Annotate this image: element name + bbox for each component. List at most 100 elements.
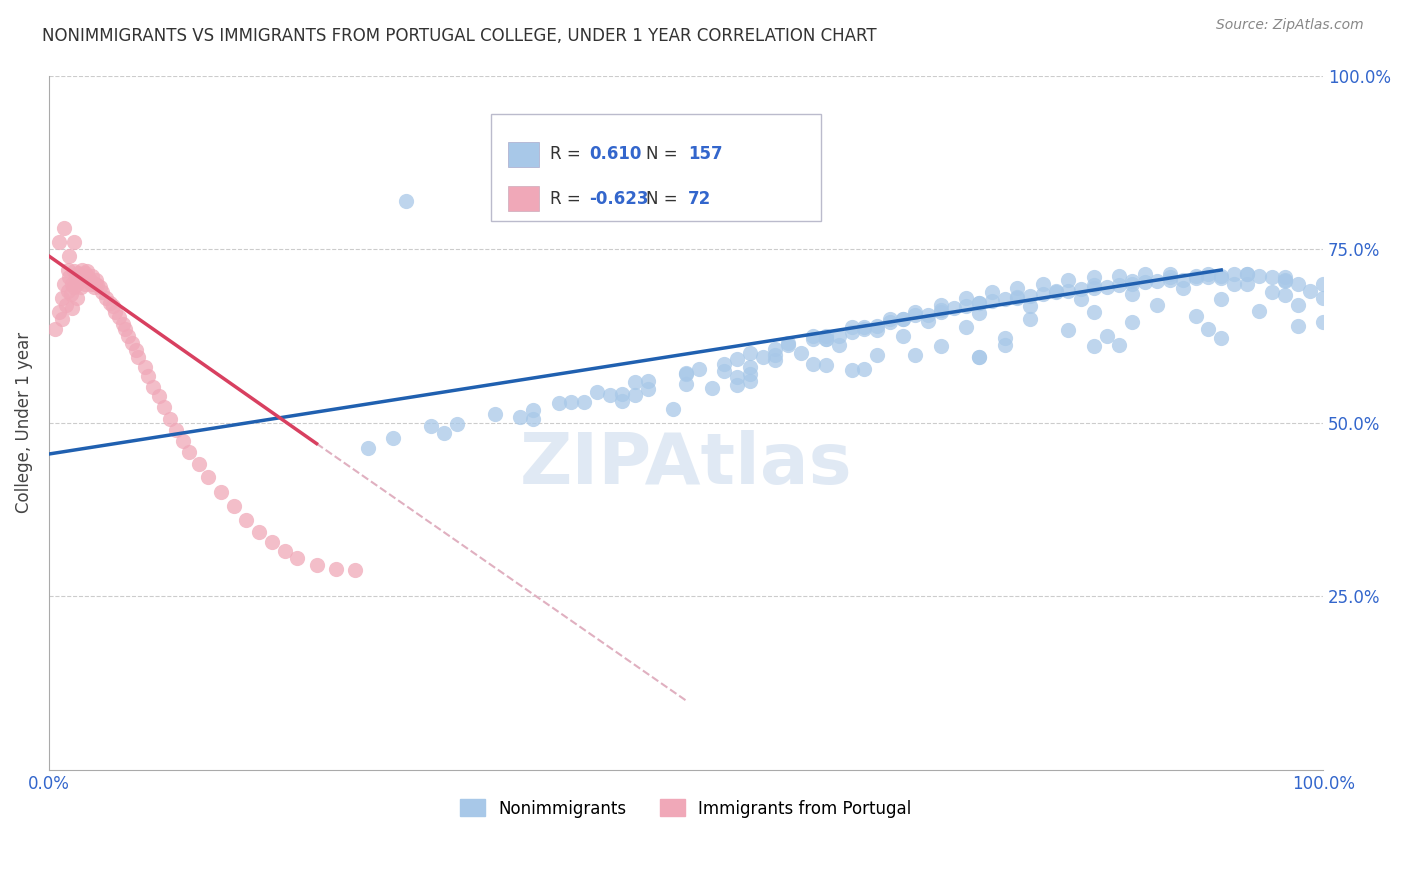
Point	[197, 470, 219, 484]
Point	[1108, 338, 1130, 352]
Point	[247, 525, 270, 540]
Point	[1007, 290, 1029, 304]
Point	[1083, 281, 1105, 295]
Point	[879, 315, 901, 329]
Point	[891, 329, 914, 343]
Point	[1312, 315, 1334, 329]
Point	[446, 417, 468, 432]
Text: 157: 157	[688, 145, 723, 163]
Point	[929, 339, 952, 353]
Point	[76, 264, 98, 278]
Text: Source: ZipAtlas.com: Source: ZipAtlas.com	[1216, 18, 1364, 32]
Point	[235, 513, 257, 527]
Point	[287, 551, 309, 566]
Point	[688, 361, 710, 376]
Point	[967, 350, 990, 364]
Point	[138, 368, 160, 383]
Point	[89, 280, 111, 294]
Point	[1032, 287, 1054, 301]
Point	[53, 277, 76, 291]
Point	[955, 320, 977, 334]
Point	[904, 348, 927, 362]
Point	[994, 338, 1017, 352]
Point	[853, 361, 876, 376]
Point	[637, 374, 659, 388]
Point	[929, 298, 952, 312]
Point	[1133, 276, 1156, 290]
Legend: Nonimmigrants, Immigrants from Portugal: Nonimmigrants, Immigrants from Portugal	[454, 793, 918, 824]
Point	[662, 401, 685, 416]
Point	[1286, 298, 1309, 312]
Point	[980, 285, 1002, 300]
Point	[1121, 274, 1143, 288]
Point	[101, 299, 124, 313]
Point	[853, 320, 876, 334]
Point	[142, 379, 165, 393]
Point	[994, 331, 1017, 345]
Point	[522, 402, 544, 417]
Y-axis label: College, Under 1 year: College, Under 1 year	[15, 332, 32, 513]
Point	[624, 388, 647, 402]
Point	[522, 412, 544, 426]
Point	[56, 284, 79, 298]
Point	[866, 348, 889, 362]
Point	[700, 381, 723, 395]
Point	[108, 310, 131, 325]
Point	[104, 304, 127, 318]
Point	[828, 329, 851, 343]
Text: R =: R =	[550, 190, 586, 208]
Point	[1108, 268, 1130, 283]
Point	[1299, 284, 1322, 298]
Point	[121, 335, 143, 350]
Point	[395, 194, 418, 208]
Point	[560, 395, 582, 409]
Point	[117, 329, 139, 343]
Point	[1211, 292, 1233, 306]
Point	[111, 317, 134, 331]
Point	[853, 322, 876, 336]
Point	[63, 264, 86, 278]
Point	[828, 338, 851, 352]
Point	[1236, 267, 1258, 281]
Point	[1045, 284, 1067, 298]
Point	[866, 318, 889, 333]
Point	[48, 235, 70, 250]
Point	[776, 335, 799, 350]
Point	[1211, 271, 1233, 285]
Point	[675, 366, 697, 380]
Point	[1261, 285, 1284, 300]
Point	[803, 358, 825, 372]
Point	[273, 544, 295, 558]
Point	[83, 280, 105, 294]
Point	[738, 374, 761, 388]
Point	[1146, 298, 1168, 312]
Text: 72: 72	[688, 190, 711, 208]
Point	[637, 383, 659, 397]
Point	[1223, 267, 1246, 281]
Point	[1249, 304, 1271, 318]
Point	[1095, 329, 1118, 343]
Point	[82, 268, 104, 283]
Text: NONIMMIGRANTS VS IMMIGRANTS FROM PORTUGAL COLLEGE, UNDER 1 YEAR CORRELATION CHAR: NONIMMIGRANTS VS IMMIGRANTS FROM PORTUGA…	[42, 27, 877, 45]
Point	[725, 377, 748, 392]
Text: -0.623: -0.623	[589, 190, 650, 208]
Point	[152, 401, 174, 415]
Point	[776, 338, 799, 352]
Point	[53, 221, 76, 235]
Point	[51, 291, 73, 305]
Point	[1236, 267, 1258, 281]
Point	[1184, 271, 1206, 285]
Point	[763, 348, 786, 362]
Point	[1274, 273, 1296, 287]
Point	[66, 277, 89, 291]
Point	[165, 423, 187, 437]
Point	[343, 563, 366, 577]
Point	[1261, 269, 1284, 284]
Point	[1057, 323, 1080, 337]
Point	[1286, 277, 1309, 291]
Point	[484, 408, 506, 422]
Point	[73, 277, 96, 291]
Point	[1057, 273, 1080, 287]
Point	[1159, 269, 1181, 284]
Point	[1121, 286, 1143, 301]
